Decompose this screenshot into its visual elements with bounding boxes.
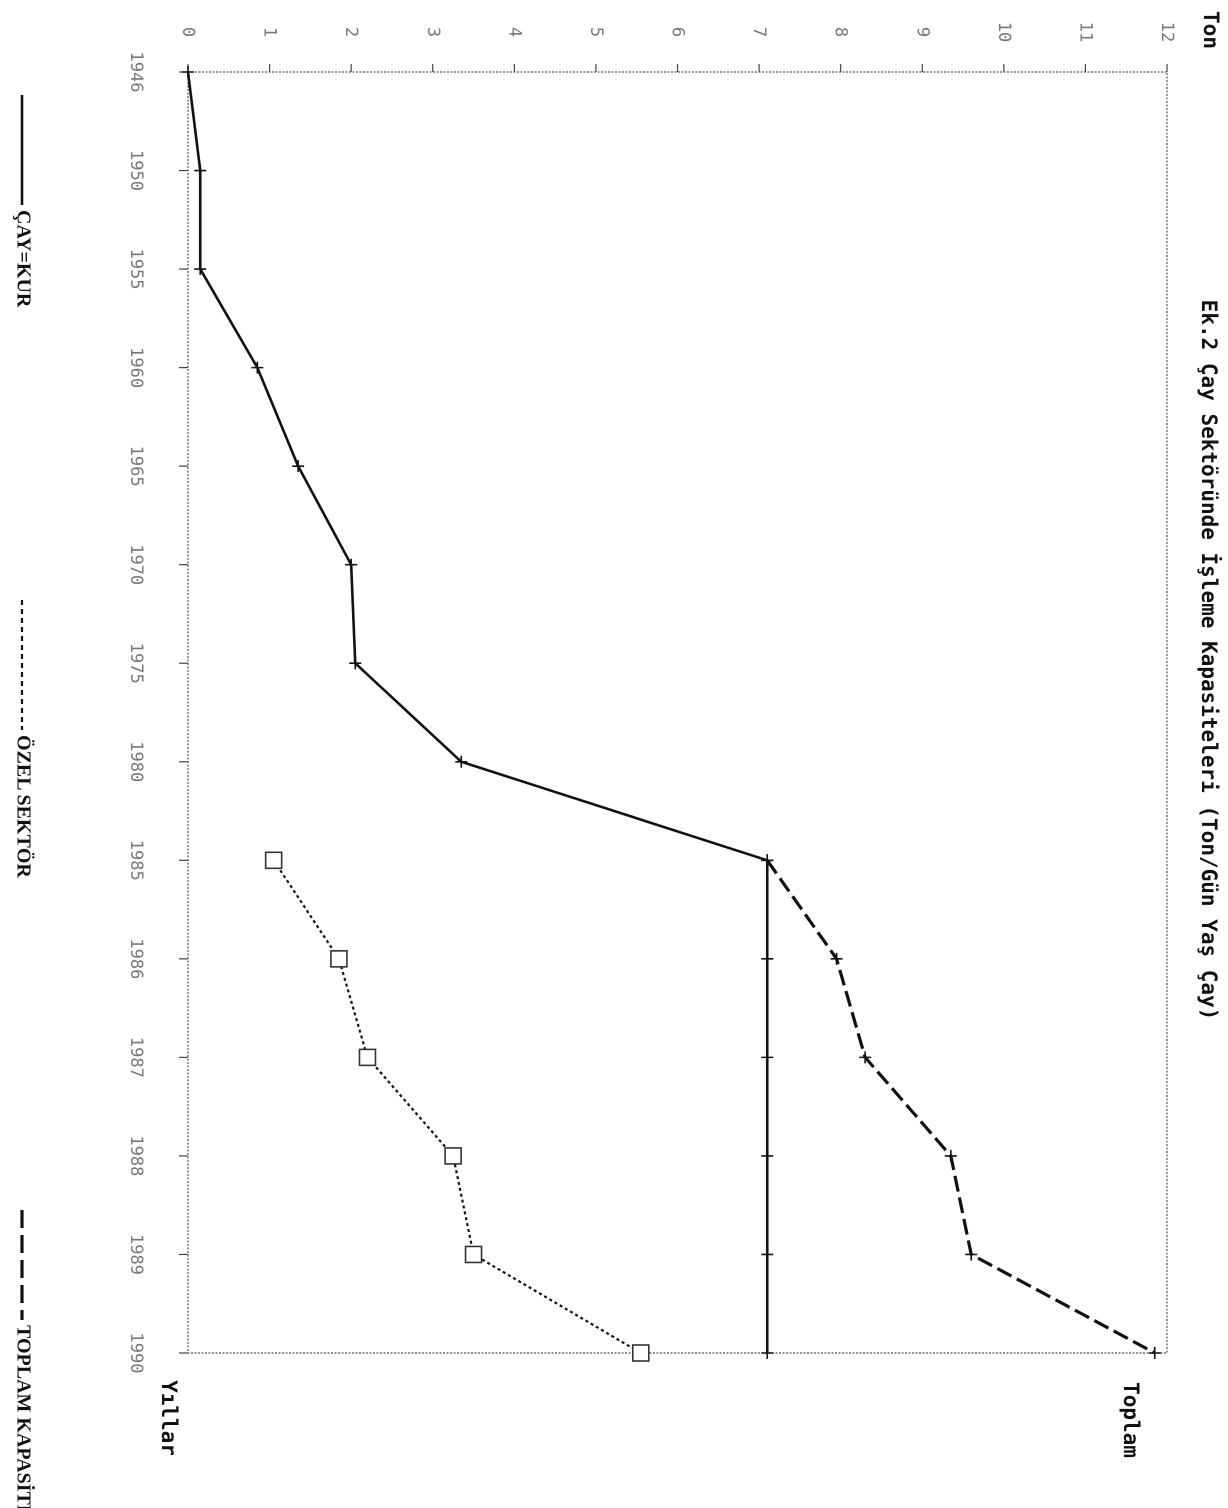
data-point-square <box>264 851 283 870</box>
legend-label-2: TOPLAM KAPASİTE <box>12 1325 36 1508</box>
data-point-plus <box>761 1149 774 1162</box>
x-axis-label: Yıllar <box>157 1380 181 1456</box>
y-tick-label: 9 <box>912 27 932 37</box>
legend: ÇAY=KUR ÖZEL SEKTÖR TOPLAM KAPASİTE <box>12 95 36 1508</box>
y-tick-label: 2 <box>341 27 361 37</box>
plot-frame <box>187 71 1168 1354</box>
data-point-square <box>358 1048 377 1067</box>
data-point-square <box>631 1344 650 1362</box>
legend-label-1: ÖZEL SEKTÖR <box>12 735 35 878</box>
y-tick-label: 11 <box>1075 22 1095 42</box>
data-point-plus <box>761 1248 774 1261</box>
data-point-plus <box>251 361 264 374</box>
data-point-plus <box>965 1248 978 1261</box>
y-tick-label: 12 <box>1157 22 1177 42</box>
x-tick-label: 1989 <box>126 1234 146 1275</box>
data-point-plus <box>761 952 774 965</box>
x-tick-label: 1987 <box>126 1037 146 1078</box>
data-point-plus <box>292 460 305 473</box>
y-tick-label: 0 <box>178 27 198 37</box>
data-point-square <box>464 1245 483 1264</box>
data-point-plus <box>944 1149 957 1162</box>
y-tick-label: 7 <box>749 27 769 37</box>
x-tick-label: 1955 <box>126 249 146 290</box>
y-tick-label: 4 <box>504 27 524 37</box>
data-point-plus <box>761 1051 774 1064</box>
y-tick-label: 3 <box>423 27 443 37</box>
x-tick-label: 1990 <box>126 1333 146 1374</box>
x-tick-label: 1985 <box>126 840 146 881</box>
x-tick-label: 1946 <box>126 52 146 93</box>
x-tick-label: 1975 <box>126 643 146 684</box>
x-tick-label: 1970 <box>126 544 146 585</box>
y-tick-label: 1 <box>260 27 280 37</box>
chart-titles: Ek.2 Çay Sektöründe İşleme Kapasiteleri … <box>157 11 1223 1458</box>
y-tick-label: 8 <box>831 27 851 37</box>
data-point-plus <box>345 558 358 571</box>
series-line-1 <box>272 859 642 1354</box>
plot-area: 0 1 2 3 4 5 6 7 8 9 10 11 12194619501955196019651970… <box>126 22 1177 1374</box>
data-point-plus <box>830 952 843 965</box>
data-point-square <box>444 1147 462 1165</box>
x-end-label: Toplam <box>1119 1382 1143 1458</box>
x-tick-label: 1950 <box>126 150 146 191</box>
x-tick-label: 1986 <box>126 938 146 979</box>
data-point-plus <box>1148 1347 1161 1359</box>
legend-label-0: ÇAY=KUR <box>12 210 34 308</box>
x-tick-label: 1980 <box>126 741 146 782</box>
data-point-plus <box>761 854 774 867</box>
data-point-plus <box>455 755 468 768</box>
data-point-plus <box>194 164 207 177</box>
x-tick-label: 1965 <box>126 446 146 487</box>
data-point-plus <box>761 1347 774 1359</box>
data-point-plus <box>182 66 194 78</box>
chart-title: Ek.2 Çay Sektöründe İşleme Kapasiteleri … <box>1197 300 1222 1021</box>
y-tick-label: 6 <box>668 27 688 37</box>
data-point-plus <box>859 1051 872 1064</box>
y-tick-label: 5 <box>586 27 606 37</box>
data-point-plus <box>194 263 207 276</box>
data-point-plus <box>349 657 362 670</box>
x-tick-label: 1988 <box>126 1135 146 1176</box>
data-point-square <box>330 950 348 968</box>
series-line-0 <box>186 71 769 1353</box>
y-axis-label: Ton <box>1199 11 1223 49</box>
series-line-2 <box>765 859 1156 1355</box>
x-tick-label: 1960 <box>126 347 146 388</box>
y-tick-label: 10 <box>994 22 1014 42</box>
